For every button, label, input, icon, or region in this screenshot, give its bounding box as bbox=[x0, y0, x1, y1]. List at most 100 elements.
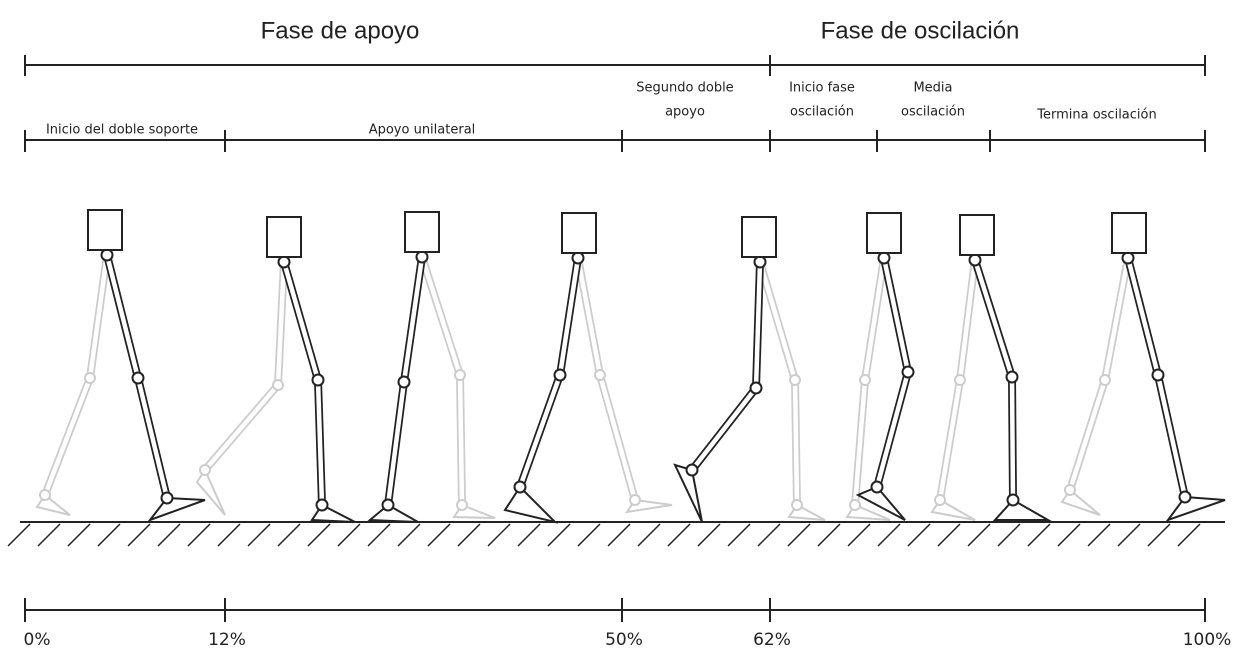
limb-inner bbox=[865, 258, 884, 380]
phase-rule bbox=[25, 55, 1205, 76]
hatch bbox=[428, 524, 450, 546]
limb-inner bbox=[460, 375, 462, 505]
hatch bbox=[668, 524, 690, 546]
hatch bbox=[248, 524, 270, 546]
gait-diagram: Fase de apoyo Fase de oscilación Inicio … bbox=[0, 0, 1237, 655]
joint bbox=[751, 383, 762, 394]
joint bbox=[162, 493, 173, 504]
limb-inner bbox=[884, 258, 908, 372]
limb-inner bbox=[45, 378, 90, 495]
hatch bbox=[1118, 524, 1140, 546]
hatch bbox=[968, 524, 990, 546]
joint bbox=[1008, 495, 1019, 506]
foot bbox=[150, 498, 205, 520]
limb-inner bbox=[284, 262, 318, 380]
limb-inner bbox=[760, 262, 795, 380]
percent-label: 62% bbox=[753, 630, 791, 650]
hatch bbox=[98, 524, 120, 546]
limb-inner bbox=[1158, 375, 1185, 497]
joint bbox=[903, 367, 914, 378]
faint-joint bbox=[200, 465, 210, 475]
hatch bbox=[758, 524, 780, 546]
joint bbox=[102, 250, 113, 261]
hatch bbox=[458, 524, 480, 546]
figure bbox=[37, 210, 205, 520]
limb-inner bbox=[404, 257, 422, 382]
hatch bbox=[8, 524, 30, 546]
hatch bbox=[608, 524, 630, 546]
faint-joint bbox=[850, 500, 860, 510]
subphase-label: oscilación bbox=[790, 105, 854, 120]
limb-inner bbox=[940, 380, 960, 500]
hatch bbox=[848, 524, 870, 546]
trunk-box bbox=[88, 210, 122, 250]
hatch bbox=[938, 524, 960, 546]
limb-inner bbox=[795, 380, 797, 505]
limb-inner bbox=[205, 385, 278, 470]
trunk-box bbox=[960, 215, 994, 255]
figure bbox=[675, 217, 825, 522]
limb-inner bbox=[138, 378, 167, 498]
hatch bbox=[338, 524, 360, 546]
ground bbox=[8, 522, 1225, 546]
trunk-box bbox=[742, 217, 776, 257]
phase-title: Fase de oscilación bbox=[821, 17, 1020, 44]
percent-label: 100% bbox=[1183, 630, 1232, 650]
percent-scale bbox=[25, 598, 1205, 622]
joint bbox=[573, 253, 584, 264]
limb-inner bbox=[1128, 258, 1158, 375]
joint bbox=[970, 255, 981, 266]
limb-inner bbox=[520, 375, 560, 487]
hatch bbox=[548, 524, 570, 546]
joint bbox=[1153, 370, 1164, 381]
hatch bbox=[68, 524, 90, 546]
limb-inner bbox=[90, 255, 107, 378]
joint bbox=[755, 257, 766, 268]
hatch bbox=[1148, 524, 1170, 546]
faint-joint bbox=[792, 500, 802, 510]
limb-inner bbox=[388, 382, 404, 505]
subphase-label: Media bbox=[913, 81, 952, 96]
faint-joint bbox=[40, 490, 50, 500]
trunk-box bbox=[867, 213, 901, 253]
faint-joint bbox=[790, 375, 800, 385]
hatch bbox=[38, 524, 60, 546]
figure bbox=[1062, 213, 1225, 520]
hatch bbox=[218, 524, 240, 546]
faint-foot bbox=[197, 470, 225, 515]
trunk-box bbox=[267, 217, 301, 257]
trunk-box bbox=[405, 212, 439, 252]
limb-inner bbox=[960, 260, 975, 380]
limb-inner bbox=[560, 258, 578, 375]
joint bbox=[1180, 492, 1191, 503]
hatch bbox=[908, 524, 930, 546]
faint-joint bbox=[1065, 485, 1075, 495]
subphase-rule bbox=[25, 130, 1205, 152]
hatch bbox=[638, 524, 660, 546]
hatch bbox=[488, 524, 510, 546]
hatch bbox=[128, 524, 150, 546]
limb-inner bbox=[692, 388, 756, 470]
figure bbox=[197, 217, 355, 522]
hatch bbox=[518, 524, 540, 546]
limb-inner bbox=[877, 372, 908, 487]
faint-joint bbox=[1100, 375, 1110, 385]
faint-joint bbox=[935, 495, 945, 505]
faint-joint bbox=[273, 380, 283, 390]
foot bbox=[370, 505, 418, 522]
figure bbox=[505, 213, 672, 522]
subphase-label: Apoyo unilateral bbox=[369, 123, 476, 138]
trunk-box bbox=[1112, 213, 1146, 253]
hatch bbox=[1088, 524, 1110, 546]
joint bbox=[279, 257, 290, 268]
subphase-label: Segundo doble bbox=[636, 81, 733, 96]
hatch bbox=[1058, 524, 1080, 546]
joint bbox=[872, 482, 883, 493]
hatch bbox=[788, 524, 810, 546]
joint bbox=[555, 370, 566, 381]
joint bbox=[133, 373, 144, 384]
hatch bbox=[308, 524, 330, 546]
limb-inner bbox=[107, 255, 138, 378]
joint bbox=[1007, 372, 1018, 383]
subphase-label: Inicio fase bbox=[789, 81, 855, 96]
